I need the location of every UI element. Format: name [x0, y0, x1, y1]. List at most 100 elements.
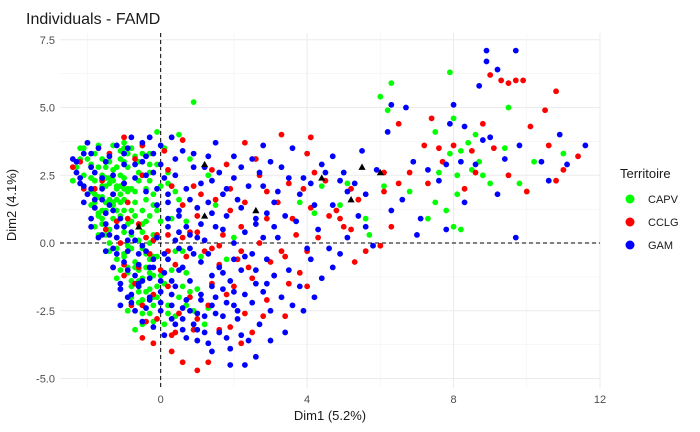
point [198, 253, 204, 260]
point [157, 278, 164, 284]
point [278, 131, 285, 138]
point [428, 115, 435, 122]
point [344, 234, 351, 241]
point [161, 175, 168, 181]
point [106, 153, 113, 160]
point [176, 196, 182, 203]
point [128, 207, 135, 214]
point [223, 299, 230, 306]
y-tick-label: 0.0 [40, 238, 55, 250]
point [446, 150, 453, 157]
point [241, 229, 248, 236]
point [238, 248, 245, 255]
point [282, 213, 289, 219]
point [209, 272, 215, 279]
point [124, 248, 131, 255]
legend: Territoire CAPV CCLG GAM [620, 166, 679, 252]
point [143, 188, 149, 195]
point [179, 234, 186, 241]
point [293, 218, 300, 225]
point [168, 267, 175, 274]
point [512, 77, 519, 84]
point [139, 334, 146, 341]
point [179, 147, 186, 154]
point [238, 340, 245, 347]
point [121, 259, 127, 265]
point [198, 180, 204, 187]
point [99, 175, 106, 181]
point [172, 261, 179, 268]
point [406, 188, 413, 195]
point [388, 223, 395, 230]
point [263, 297, 270, 303]
point [318, 161, 325, 168]
point [121, 175, 127, 181]
point [106, 231, 113, 238]
point [220, 269, 226, 276]
point [582, 142, 589, 149]
point [501, 156, 508, 162]
point [344, 180, 351, 187]
point [446, 120, 453, 127]
y-tick-label: -2.5 [36, 306, 55, 318]
point [230, 175, 237, 181]
point [150, 324, 157, 330]
point [560, 166, 567, 173]
point [157, 218, 164, 225]
point [121, 180, 127, 187]
point [234, 307, 241, 314]
point [132, 156, 138, 162]
point [124, 215, 131, 222]
point [194, 234, 201, 241]
point [520, 77, 527, 84]
point [165, 199, 171, 206]
point [176, 131, 182, 138]
point [198, 221, 204, 227]
point [220, 313, 226, 320]
point [355, 196, 362, 203]
point [172, 237, 179, 244]
point [128, 134, 135, 141]
point [157, 288, 164, 295]
point [165, 283, 171, 290]
point [531, 158, 538, 165]
point [198, 259, 204, 265]
point [443, 207, 450, 214]
point [146, 161, 153, 168]
point [113, 223, 120, 230]
y-axis-title: Dim2 (4.1%) [4, 169, 19, 241]
point [479, 120, 486, 127]
point [190, 250, 197, 257]
point [311, 202, 318, 208]
point [198, 297, 204, 303]
point [99, 185, 106, 192]
point [139, 318, 146, 325]
point [494, 66, 501, 73]
point [252, 267, 259, 274]
point [256, 321, 263, 328]
point [329, 202, 336, 208]
point [263, 256, 270, 263]
point [252, 206, 260, 214]
point [315, 226, 322, 233]
point [161, 332, 168, 339]
point [238, 223, 245, 230]
point [223, 291, 230, 298]
point [143, 305, 149, 311]
point [212, 223, 219, 230]
point [176, 213, 182, 219]
point [238, 164, 245, 171]
point [110, 172, 116, 179]
point [102, 164, 109, 171]
point [143, 234, 149, 241]
point [99, 231, 106, 238]
point [483, 58, 490, 65]
point [205, 359, 212, 366]
point [443, 161, 450, 168]
point [209, 245, 215, 252]
point [468, 147, 475, 154]
point [296, 191, 303, 198]
point [436, 169, 442, 176]
point [304, 283, 311, 290]
point [575, 153, 581, 160]
